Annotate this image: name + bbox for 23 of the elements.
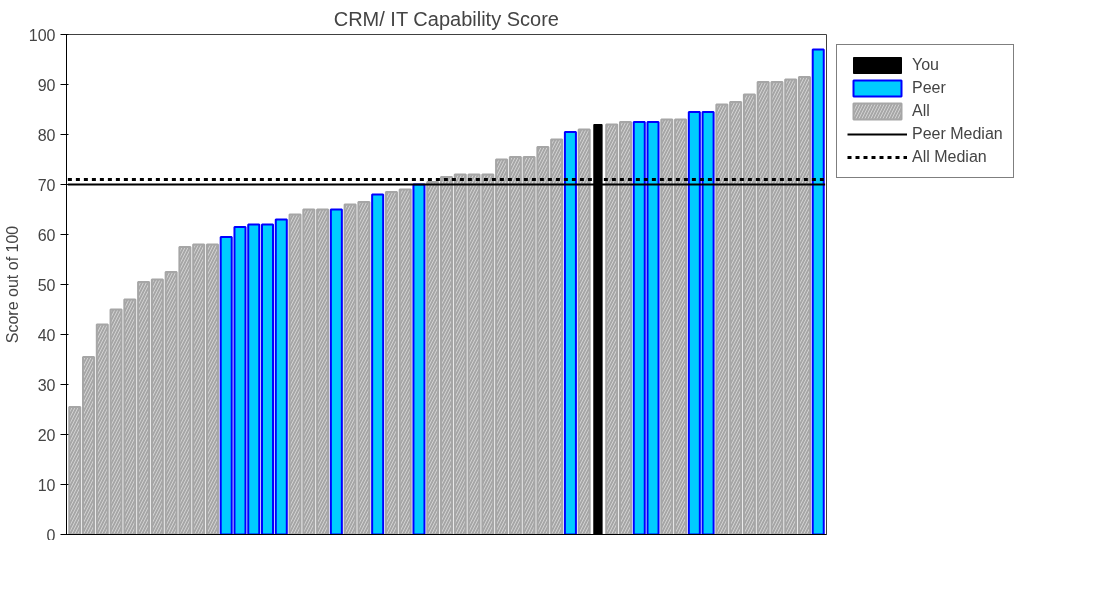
y-tick-label: 100	[28, 26, 56, 44]
bar	[371, 193, 385, 535]
legend-label: You	[912, 56, 939, 74]
y-tick-label: 90	[37, 76, 56, 94]
legend-label: Peer	[912, 79, 946, 97]
bar	[329, 208, 343, 535]
y-axis-title: Score out of 100	[3, 225, 21, 344]
y-tick-label: 70	[37, 176, 56, 194]
chart-title: CRM/ IT Capability Score	[333, 7, 559, 30]
bar	[412, 183, 426, 535]
y-tick-label: 30	[37, 376, 56, 394]
y-tick-label: 0	[46, 526, 56, 544]
legend-label: Peer Median	[912, 125, 1003, 143]
bar	[563, 131, 577, 535]
y-tick-label: 50	[37, 276, 56, 294]
legend-label: All	[912, 102, 931, 120]
bar	[811, 48, 825, 535]
y-tick-label: 40	[37, 326, 56, 344]
y-tick-label: 20	[37, 426, 56, 444]
y-tick-label: 60	[37, 226, 56, 244]
y-tick-label: 10	[37, 476, 56, 494]
y-tick-label: 80	[37, 126, 56, 144]
legend-label: All Median	[912, 148, 987, 166]
